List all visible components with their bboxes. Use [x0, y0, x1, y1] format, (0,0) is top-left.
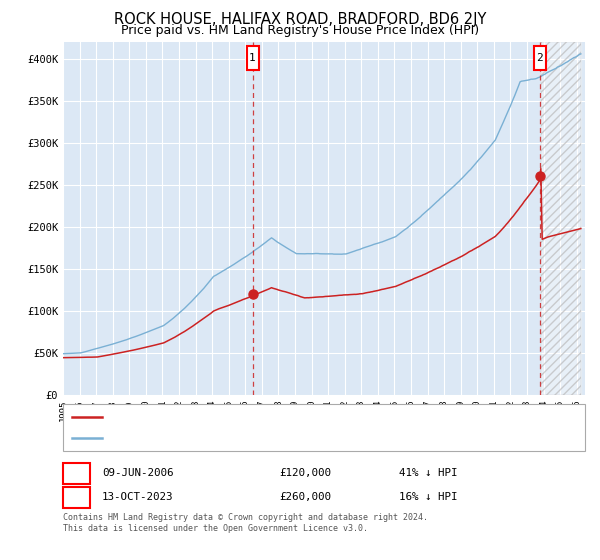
FancyBboxPatch shape	[247, 46, 259, 70]
FancyBboxPatch shape	[534, 46, 546, 70]
Text: £120,000: £120,000	[279, 468, 331, 478]
Text: HPI: Average price, detached house, Bradford: HPI: Average price, detached house, Brad…	[109, 434, 362, 443]
Text: 2: 2	[73, 492, 80, 502]
Text: Contains HM Land Registry data © Crown copyright and database right 2024.: Contains HM Land Registry data © Crown c…	[63, 513, 428, 522]
Text: 41% ↓ HPI: 41% ↓ HPI	[399, 468, 458, 478]
Text: 1: 1	[73, 468, 80, 478]
Text: 1: 1	[249, 53, 256, 63]
Text: ROCK HOUSE, HALIFAX ROAD, BRADFORD, BD6 2JY (detached house): ROCK HOUSE, HALIFAX ROAD, BRADFORD, BD6 …	[109, 412, 454, 421]
Text: £260,000: £260,000	[279, 492, 331, 502]
Text: ROCK HOUSE, HALIFAX ROAD, BRADFORD, BD6 2JY: ROCK HOUSE, HALIFAX ROAD, BRADFORD, BD6 …	[114, 12, 486, 27]
Text: 2: 2	[536, 53, 544, 63]
Text: Price paid vs. HM Land Registry's House Price Index (HPI): Price paid vs. HM Land Registry's House …	[121, 24, 479, 36]
Text: This data is licensed under the Open Government Licence v3.0.: This data is licensed under the Open Gov…	[63, 524, 368, 533]
Text: 16% ↓ HPI: 16% ↓ HPI	[399, 492, 458, 502]
Text: 13-OCT-2023: 13-OCT-2023	[102, 492, 173, 502]
Text: 09-JUN-2006: 09-JUN-2006	[102, 468, 173, 478]
